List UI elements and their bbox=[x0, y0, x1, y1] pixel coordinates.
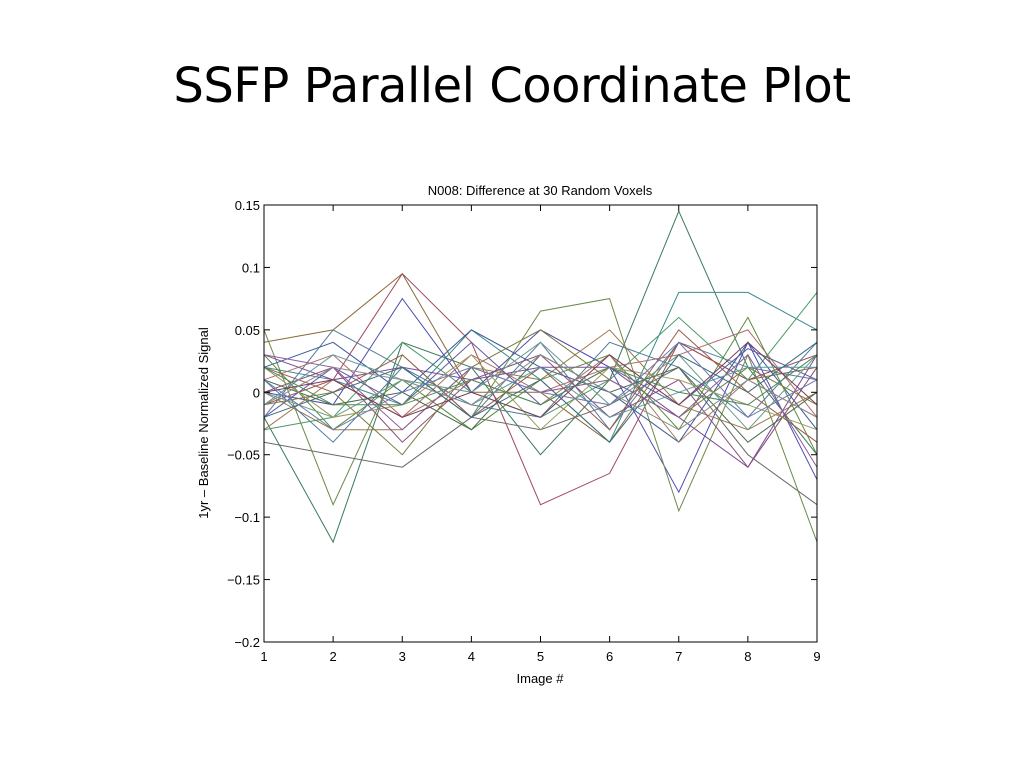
series-line-24 bbox=[263, 354, 817, 418]
series-line-30 bbox=[263, 354, 818, 406]
series-line-27 bbox=[263, 341, 818, 418]
x-tick-label: 2 bbox=[330, 649, 337, 664]
y-tick-label: 0.15 bbox=[235, 198, 260, 213]
series-line-1 bbox=[263, 209, 818, 544]
x-axis-label: Image # bbox=[517, 671, 565, 686]
y-tick-label: −0.15 bbox=[227, 573, 260, 588]
chart-title: N008: Difference at 30 Random Voxels bbox=[428, 183, 653, 198]
series-line-3 bbox=[263, 297, 818, 494]
series-line-28 bbox=[263, 341, 818, 431]
x-tick-label: 1 bbox=[260, 649, 267, 664]
y-tick-label: 0.05 bbox=[235, 323, 260, 338]
x-tick-label: 6 bbox=[606, 649, 613, 664]
slide-title: SSFP Parallel Coordinate Plot bbox=[173, 58, 851, 114]
x-tick-label: 3 bbox=[399, 649, 406, 664]
series-line-29 bbox=[263, 354, 818, 431]
x-tick-label: 4 bbox=[468, 649, 475, 664]
series-line-10 bbox=[263, 292, 818, 431]
x-tick-label: 5 bbox=[537, 649, 544, 664]
axis-ticks: −0.2 −0.15 −0.1 −0.05 0 0.05 0.1 0.15 1 2 3 4 5 6 7 8 9 bbox=[227, 198, 821, 664]
series-line-5 bbox=[263, 298, 818, 543]
parallel-coordinate-chart: N008: Difference at 30 Random Voxels −0.… bbox=[196, 183, 821, 686]
series-line-26 bbox=[263, 341, 818, 443]
x-tick-label: 7 bbox=[675, 649, 682, 664]
x-tick-label: 8 bbox=[744, 649, 751, 664]
y-tick-label: 0 bbox=[253, 385, 260, 400]
y-tick-label: −0.05 bbox=[227, 448, 260, 463]
series-line-12 bbox=[263, 366, 818, 506]
x-tick-label: 9 bbox=[813, 649, 820, 664]
y-tick-label: 0.1 bbox=[242, 260, 260, 275]
plot-frame bbox=[263, 204, 818, 643]
y-tick-label: −0.1 bbox=[234, 510, 260, 525]
y-axis-label: 1yr – Baseline Normalized Signal bbox=[196, 327, 211, 519]
series-lines bbox=[263, 209, 818, 544]
y-tick-label: −0.2 bbox=[234, 635, 260, 650]
